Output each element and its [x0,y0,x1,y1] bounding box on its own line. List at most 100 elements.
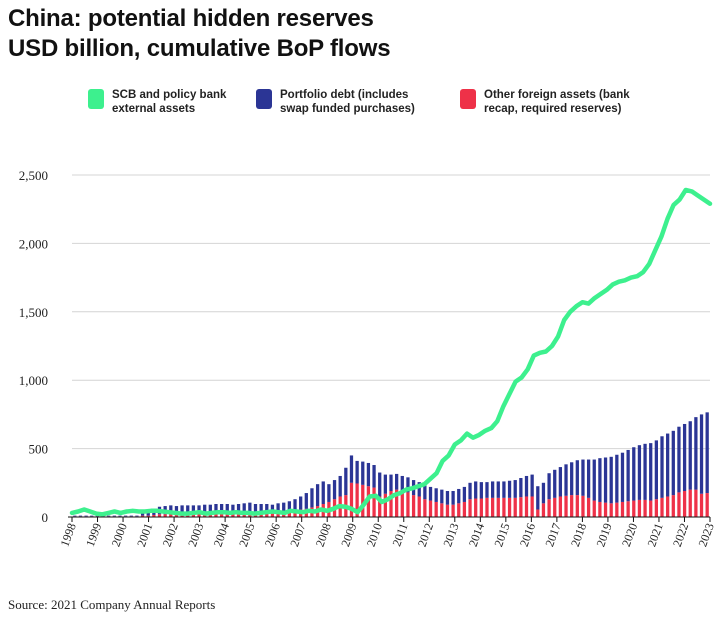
bar-portfolio-debt [598,458,602,502]
bar-other-foreign-assets [637,499,642,517]
bar-other-foreign-assets [581,495,585,517]
bar-other-foreign-assets [524,496,529,517]
bar-other-foreign-assets [592,500,596,517]
x-tick-label: 2020 [619,521,640,548]
bar-other-foreign-assets [383,493,387,517]
bar-portfolio-debt [541,482,546,504]
bar-portfolio-debt [524,475,529,497]
bar-other-foreign-assets [140,515,145,517]
bar-portfolio-debt [203,504,207,514]
bar-portfolio-debt [440,489,444,504]
bar-portfolio-debt [530,474,534,497]
bar-other-foreign-assets [378,496,382,517]
x-tick-label: 2012 [415,521,436,548]
bar-other-foreign-assets [372,487,376,517]
x-tick-label: 2017 [542,521,563,548]
bar-other-foreign-assets [163,514,167,517]
bar-other-foreign-assets [490,497,495,517]
legend-label-scb-line2: external assets [112,103,196,115]
bar-portfolio-debt [332,480,337,500]
bar-other-foreign-assets [411,495,416,517]
x-tick-label: 2008 [313,521,334,548]
bar-other-foreign-assets [570,495,574,517]
bar-portfolio-debt [259,504,263,513]
bar-portfolio-debt [609,456,613,504]
y-tick-label: 2,000 [19,236,48,251]
bar-portfolio-debt [355,460,359,484]
bar-other-foreign-assets [699,493,704,517]
bar-other-foreign-assets [654,499,659,517]
bar-portfolio-debt [123,515,128,517]
y-tick-label: 1,000 [19,373,48,388]
x-tick-label: 2023 [695,521,716,548]
x-tick-label: 1998 [57,521,78,548]
bar-portfolio-debt [129,515,133,517]
bar-portfolio-debt [208,504,212,514]
bar-portfolio-debt [570,462,574,496]
bar-portfolio-debt [513,480,517,498]
bar-portfolio-debt [620,452,625,502]
bar-other-foreign-assets [598,501,602,517]
bar-portfolio-debt [694,417,698,490]
bar-other-foreign-assets [660,497,664,517]
legend-swatch-other [460,89,476,109]
x-tick-label: 2021 [644,521,665,548]
bar-portfolio-debt [575,460,579,496]
bar-portfolio-debt [615,454,619,503]
bar-other-foreign-assets [564,495,568,517]
bar-portfolio-debt [474,481,478,499]
bar-portfolio-debt [434,488,438,502]
bar-other-foreign-assets [389,491,393,517]
bar-other-foreign-assets [214,513,218,517]
bar-portfolio-debt [417,482,421,497]
bar-portfolio-debt [315,484,320,507]
bar-portfolio-debt [253,504,258,513]
x-tick-label: 1999 [83,521,104,548]
bar-portfolio-debt [90,515,94,517]
legend-swatch-portfolio [256,89,272,109]
bar-portfolio-debt [451,491,455,505]
bar-portfolio-debt [265,504,269,513]
bar-portfolio-debt [180,505,184,513]
bar-portfolio-debt [428,486,433,501]
bar-other-foreign-assets [547,499,551,517]
bar-portfolio-debt [485,482,489,498]
bar-other-foreign-assets [513,497,517,517]
legend-label-other-line2: recap, required reserves) [484,103,622,115]
bar-other-foreign-assets [649,500,653,517]
y-tick-label: 500 [29,442,49,457]
bar-portfolio-debt [445,491,450,505]
bar-portfolio-debt [191,505,196,514]
bar-other-foreign-assets [400,491,404,517]
bar-portfolio-debt [519,478,523,498]
bar-other-foreign-assets [242,513,246,517]
bar-portfolio-debt [242,503,246,514]
bar-portfolio-debt [236,504,241,514]
bar-portfolio-debt [135,515,139,517]
bar-portfolio-debt [270,504,275,513]
bar-other-foreign-assets [434,501,438,517]
bar-portfolio-debt [496,481,500,498]
x-tick-label: 2007 [287,521,308,548]
bar-other-foreign-assets [474,498,478,517]
bar-other-foreign-assets [632,500,636,517]
bar-portfolio-debt [643,443,647,500]
bar-portfolio-debt [699,414,704,494]
bar-other-foreign-assets [169,513,173,517]
bar-other-foreign-assets [553,497,557,517]
bar-other-foreign-assets [231,513,235,517]
bar-other-foreign-assets [236,513,241,517]
bar-portfolio-debt [468,482,472,500]
bar-portfolio-debt [671,430,675,496]
bar-other-foreign-assets [355,483,359,517]
bar-other-foreign-assets [225,513,229,517]
bar-other-foreign-assets [468,499,472,517]
bar-other-foreign-assets [541,503,546,517]
bar-other-foreign-assets [519,497,523,517]
bar-portfolio-debt [214,504,218,514]
bar-other-foreign-assets [349,482,354,517]
bar-portfolio-debt [660,436,664,498]
bar-portfolio-debt [112,515,116,517]
bar-portfolio-debt [507,480,512,498]
bar-portfolio-debt [688,421,692,490]
